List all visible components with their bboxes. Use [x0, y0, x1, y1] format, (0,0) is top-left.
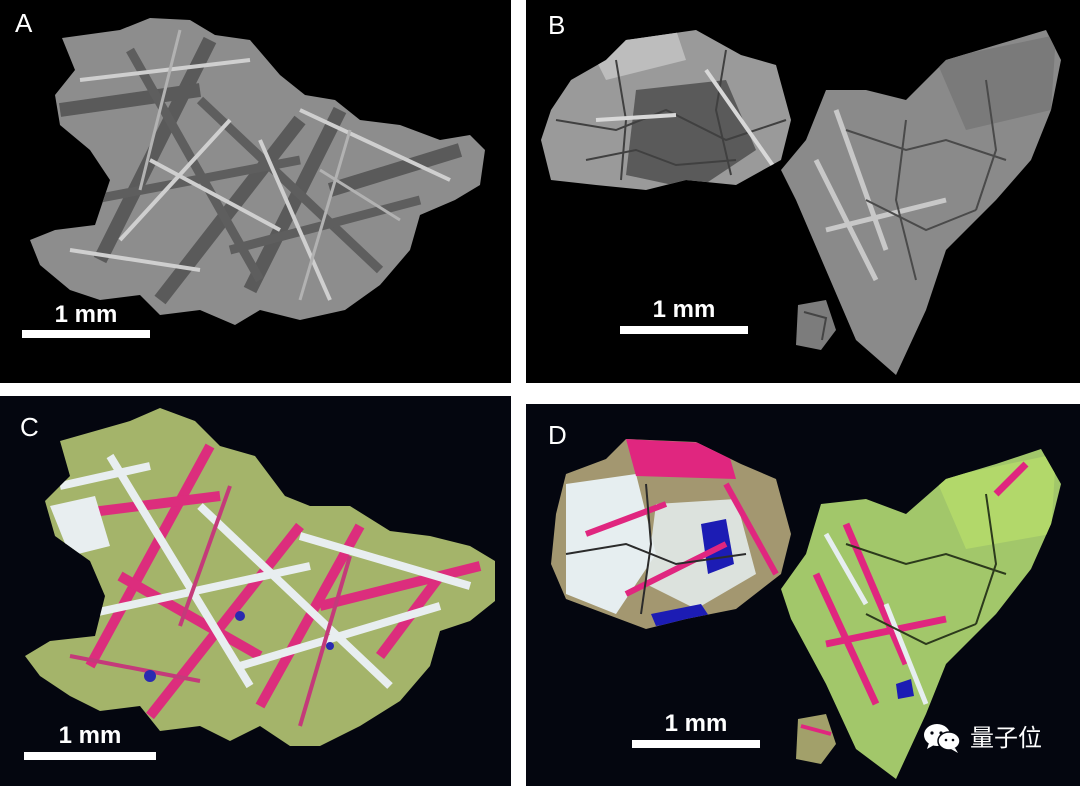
bse-image-a [30, 18, 485, 325]
mineral-map-c [25, 408, 495, 746]
watermark: 量子位 [922, 722, 1042, 754]
scale-bar-group: 1 mm [24, 724, 156, 762]
scale-label: 1 mm [652, 296, 716, 323]
bse-image-b [541, 30, 1061, 375]
mineral-map-d [551, 439, 1061, 779]
panel-label: C [20, 412, 39, 442]
panel-b: B 1 mm [526, 0, 1080, 383]
wechat-icon [924, 724, 961, 753]
scale-bar [620, 326, 748, 334]
scale-bar [22, 330, 150, 338]
scale-label: 1 mm [58, 722, 122, 749]
scale-label: 1 mm [664, 710, 728, 737]
watermark-text: 量子位 [970, 724, 1042, 752]
scale-bar [24, 752, 156, 760]
panel-label: B [548, 10, 566, 40]
panel-a: A 1 mm [0, 0, 511, 383]
panel-d: D 1 mm 量子位 [526, 404, 1080, 786]
scale-label: 1 mm [54, 301, 118, 328]
panel-c: C 1 mm [0, 396, 511, 786]
scale-bar-group: 1 mm [22, 303, 150, 339]
scale-bar [632, 740, 760, 748]
panel-label: A [15, 8, 33, 38]
panel-label: D [548, 420, 567, 450]
scale-bar-group: 1 mm [620, 298, 748, 336]
scale-bar-group: 1 mm [632, 712, 760, 750]
